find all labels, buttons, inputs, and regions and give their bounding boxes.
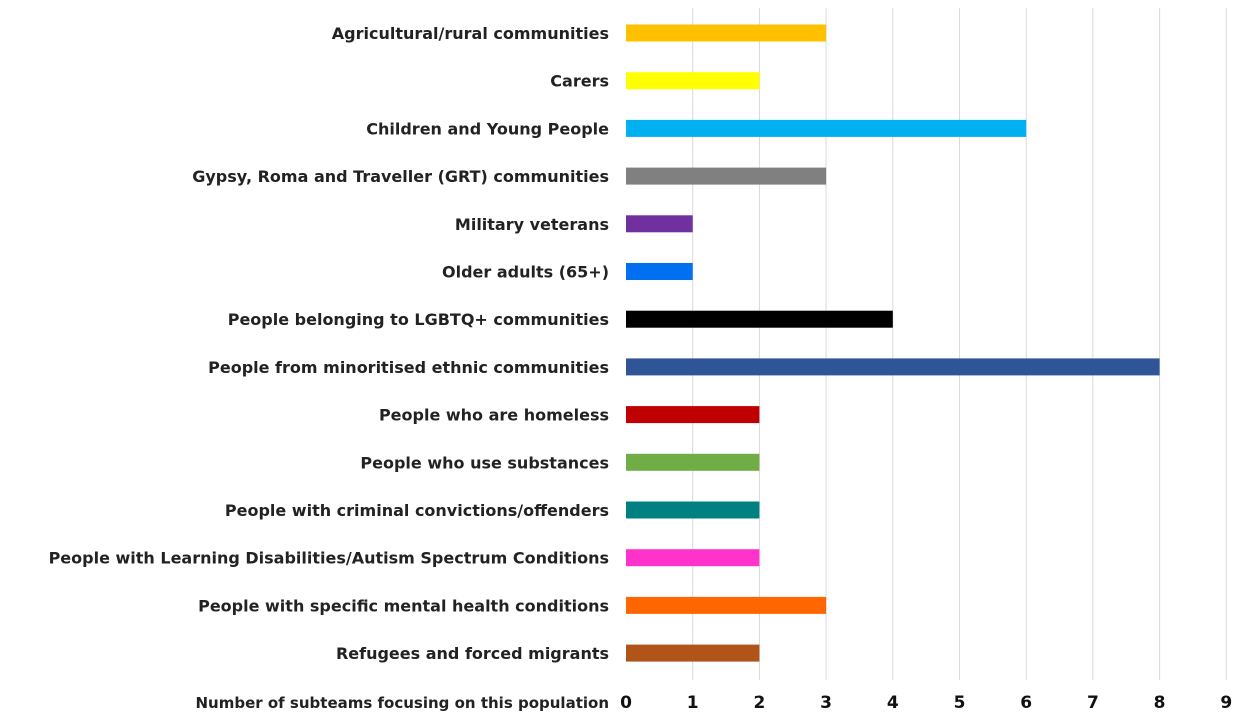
category-label: Refugees and forced migrants <box>336 644 609 663</box>
category-label: People with specific mental health condi… <box>198 596 609 615</box>
x-axis-title: Number of subteams focusing on this popu… <box>195 694 609 712</box>
x-tick-label: 2 <box>753 693 765 712</box>
category-label: People with criminal convictions/offende… <box>225 501 609 520</box>
category-label: People with Learning Disabilities/Autism… <box>49 549 609 568</box>
category-label: People belonging to LGBTQ+ communities <box>228 310 609 329</box>
category-labels: Agricultural/rural communities Carers Chil… <box>49 24 610 663</box>
x-tick-label: 9 <box>1220 693 1232 712</box>
category-label: People who are homeless <box>379 406 609 425</box>
bar-3 <box>626 119 1027 137</box>
category-label: Agricultural/rural communities <box>332 24 609 43</box>
bar-1 <box>626 24 827 42</box>
x-tick-label: 6 <box>1020 693 1032 712</box>
bar-9 <box>626 406 760 424</box>
x-tick-label: 1 <box>687 693 699 712</box>
category-label: Gypsy, Roma and Traveller (GRT) communit… <box>192 167 609 186</box>
bar-12 <box>626 549 760 567</box>
bar-7 <box>626 310 893 328</box>
category-label: Carers <box>550 72 609 91</box>
category-label: Military veterans <box>455 215 609 234</box>
category-label: People who use substances <box>360 453 609 472</box>
category-label: Children and Young People <box>366 119 609 138</box>
bar-8 <box>626 358 1160 376</box>
x-tick-label: 7 <box>1087 693 1099 712</box>
bar-10 <box>626 453 760 471</box>
bar-5 <box>626 215 693 233</box>
x-tick-label: 4 <box>887 693 899 712</box>
bar-13 <box>626 596 827 614</box>
x-tick-label: 3 <box>820 693 832 712</box>
x-tick-label: 5 <box>954 693 966 712</box>
x-tick-label: 8 <box>1154 693 1166 712</box>
category-label: Older adults (65+) <box>442 263 609 282</box>
bar-6 <box>626 263 693 280</box>
x-tick-labels: 0 1 2 3 4 5 6 7 8 9 <box>620 693 1232 712</box>
bar-11 <box>626 501 760 519</box>
gridlines <box>692 8 1227 680</box>
category-label: People from minoritised ethnic communiti… <box>208 358 609 377</box>
x-tick-label: 0 <box>620 693 632 712</box>
bar-4 <box>626 167 827 185</box>
bars <box>626 24 1160 662</box>
bar-2 <box>626 72 760 90</box>
bar-14 <box>626 644 760 662</box>
